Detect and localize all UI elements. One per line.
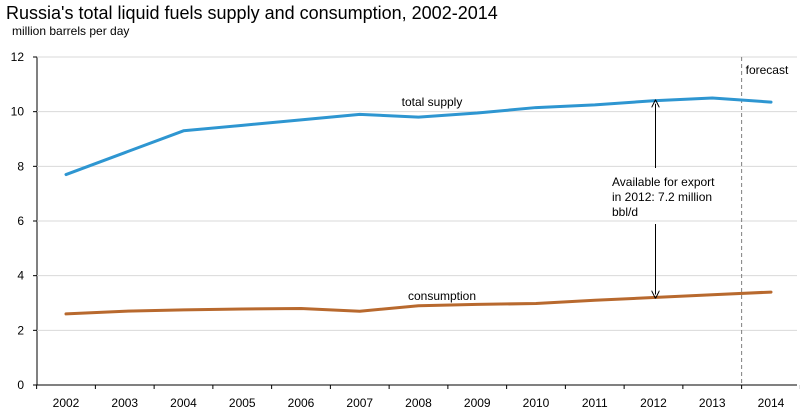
- x-tick-label: 2008: [405, 396, 432, 410]
- y-tick-label: 10: [11, 105, 25, 119]
- x-tick-label: 2006: [288, 396, 315, 410]
- y-tick-label: 6: [17, 214, 24, 228]
- export-annotation-line: in 2012: 7.2 million: [612, 190, 712, 204]
- x-tick-label: 2014: [758, 396, 785, 410]
- y-axis-unit-label: million barrels per day: [12, 24, 130, 38]
- total-supply-line: [64, 96, 773, 177]
- y-tick-label: 12: [11, 50, 25, 64]
- x-tick-label: 2012: [640, 396, 667, 410]
- x-tick-label: 2005: [229, 396, 256, 410]
- x-tick-label: 2011: [582, 396, 608, 410]
- x-tick-label: 2007: [346, 396, 373, 410]
- x-tick-label: 2009: [464, 396, 491, 410]
- y-tick-label: 0: [17, 378, 24, 392]
- forecast-label: forecast: [746, 63, 789, 77]
- y-tick-label: 8: [17, 159, 24, 173]
- total-supply-label: total supply: [402, 95, 463, 109]
- x-tick-label: 2010: [523, 396, 550, 410]
- y-tick-label: 2: [17, 323, 24, 337]
- x-tick-label: 2013: [699, 396, 726, 410]
- export-annotation-line: bbl/d: [612, 205, 638, 219]
- x-tick-label: 2003: [111, 396, 138, 410]
- x-tick-label: 2002: [53, 396, 80, 410]
- consumption-label: consumption: [408, 289, 476, 303]
- chart-title: Russia's total liquid fuels supply and c…: [6, 3, 498, 23]
- export-annotation-line: Available for export: [612, 175, 715, 189]
- y-tick-label: 4: [17, 269, 24, 283]
- x-tick-label: 2004: [170, 396, 197, 410]
